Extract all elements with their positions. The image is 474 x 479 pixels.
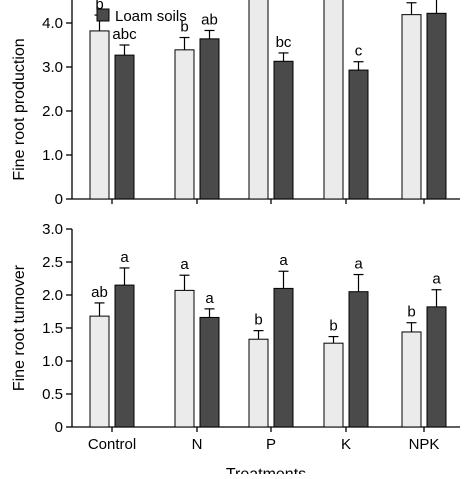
significance-label: bc [276,34,292,51]
y-tick-label: 3.0 [42,59,63,76]
bar-loam-p [273,60,294,200]
bar-loam-k [348,69,369,200]
bar-loam-npk [426,306,447,428]
significance-label: a [120,249,129,266]
bar-loam-n [199,316,220,428]
y-tick-label: 0 [55,419,63,436]
y-tick-label: 3.0 [42,221,63,238]
bar-sandy-k [323,342,344,428]
bar-sandy-p [248,338,269,428]
bar-sandy-k [323,0,344,200]
bar-loam-k [348,291,369,428]
legend: Loam soils [96,8,187,25]
y-tick-label: 1.5 [42,320,63,337]
bar-sandy-npk [401,14,422,200]
bar-sandy-control [89,30,110,200]
significance-label: a [354,256,363,273]
y-tick-label: 1.0 [42,147,63,164]
bar-sandy-npk [401,331,422,428]
y-tick-label: 1.0 [42,353,63,370]
significance-label: b [95,0,103,13]
bar-loam-control [114,54,135,200]
x-tick-label: NPK [409,436,440,453]
y-tick-label: 0.5 [42,386,63,403]
significance-label: a [432,271,441,288]
significance-label: ab [403,0,420,1]
bar-sandy-control [89,315,110,428]
bar-loam-control [114,284,135,428]
y-tick-label: 2.0 [42,287,63,304]
bar-sandy-n [174,289,195,428]
x-tick-label: Control [88,436,136,453]
y-tick-label: 2.5 [42,254,63,271]
significance-label: a [279,252,288,269]
significance-label: b [254,312,262,329]
significance-label: b [329,318,337,335]
x-tick-label: P [266,436,276,453]
bar-sandy-n [174,49,195,200]
legend-label-loam: Loam soils [115,8,187,25]
significance-label: b [180,19,188,36]
significance-label: ab [91,284,108,301]
significance-label: b [407,304,415,321]
bar-loam-p [273,287,294,428]
legend-swatch-loam [96,8,110,22]
y-tick-label: 0 [55,191,63,208]
bar-sandy-p [248,0,269,200]
significance-label: a [180,256,189,273]
significance-label: a [205,290,214,307]
significance-label: c [355,43,363,60]
significance-label: abc [112,26,137,43]
significance-label: ab [201,11,218,28]
bar-loam-npk [426,12,447,200]
y-tick-label: 4.0 [42,15,63,32]
x-axis-title: Treatments [226,466,306,474]
bar-loam-n [199,38,220,200]
y-axis-title: Fine root turnover [11,264,28,391]
y-axis-title: Fine root production [11,38,28,180]
y-tick-label: 2.0 [42,103,63,120]
x-tick-label: N [192,436,203,453]
x-tick-label: K [341,436,351,453]
